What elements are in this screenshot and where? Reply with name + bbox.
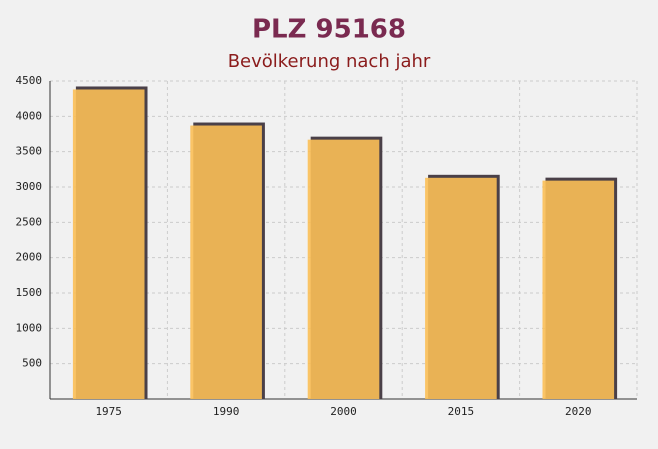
chart-subtitle: Bevölkerung nach jahr: [228, 51, 431, 72]
bar: [190, 125, 262, 400]
x-tick-label: 1975: [95, 405, 122, 418]
y-tick-label: 500: [22, 357, 42, 370]
bar: [542, 180, 615, 399]
y-tick-label: 3500: [16, 145, 43, 158]
y-tick-label: 2500: [16, 215, 43, 228]
y-tick-label: 1500: [16, 286, 43, 299]
chart-title: PLZ 95168: [252, 15, 406, 45]
x-tick-label: 1990: [213, 405, 240, 418]
x-tick-label: 2015: [448, 405, 475, 418]
x-tick-label: 2020: [565, 405, 592, 418]
y-tick-label: 1000: [16, 321, 43, 334]
y-tick-label: 4000: [16, 109, 43, 122]
y-tick-label: 2000: [16, 251, 43, 264]
y-tick-label: 3000: [16, 180, 43, 193]
x-tick-label: 2000: [330, 405, 357, 418]
bar: [425, 177, 497, 399]
bar: [307, 139, 380, 400]
y-tick-label: 4500: [16, 74, 43, 87]
bar: [72, 89, 145, 399]
